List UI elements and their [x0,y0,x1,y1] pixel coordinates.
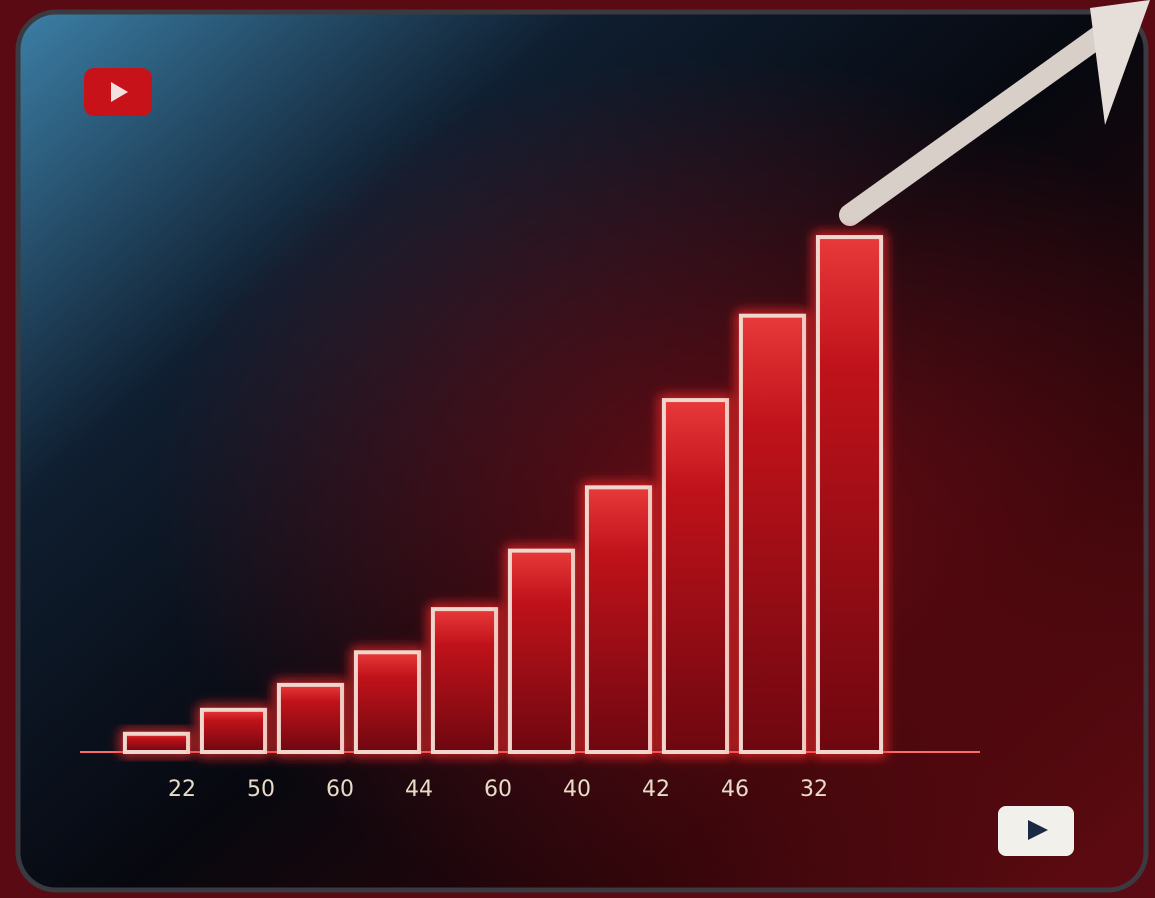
bar [353,650,422,754]
x-tick-label: 46 [721,777,749,802]
x-tick-label: 40 [563,777,591,802]
trend-arrow [839,14,1126,226]
x-tick-label: 44 [405,777,433,802]
bar [507,548,576,754]
x-tick-label: 32 [800,777,828,802]
x-tick-label: 60 [484,777,512,802]
bar [661,398,730,754]
bar [815,235,884,754]
bar [738,313,807,754]
x-tick-label: 50 [247,777,275,802]
bar [584,485,653,754]
bar [199,707,268,754]
play-button[interactable] [998,806,1074,856]
panel-glow [18,12,1146,890]
arrow-head [1090,0,1150,125]
logo-icon [84,68,152,116]
bar [122,731,191,754]
bar [276,682,345,754]
x-tick-label: 42 [642,777,670,802]
x-tick-label: 60 [326,777,354,802]
bar [430,607,499,754]
x-tick-label: 22 [168,777,196,802]
